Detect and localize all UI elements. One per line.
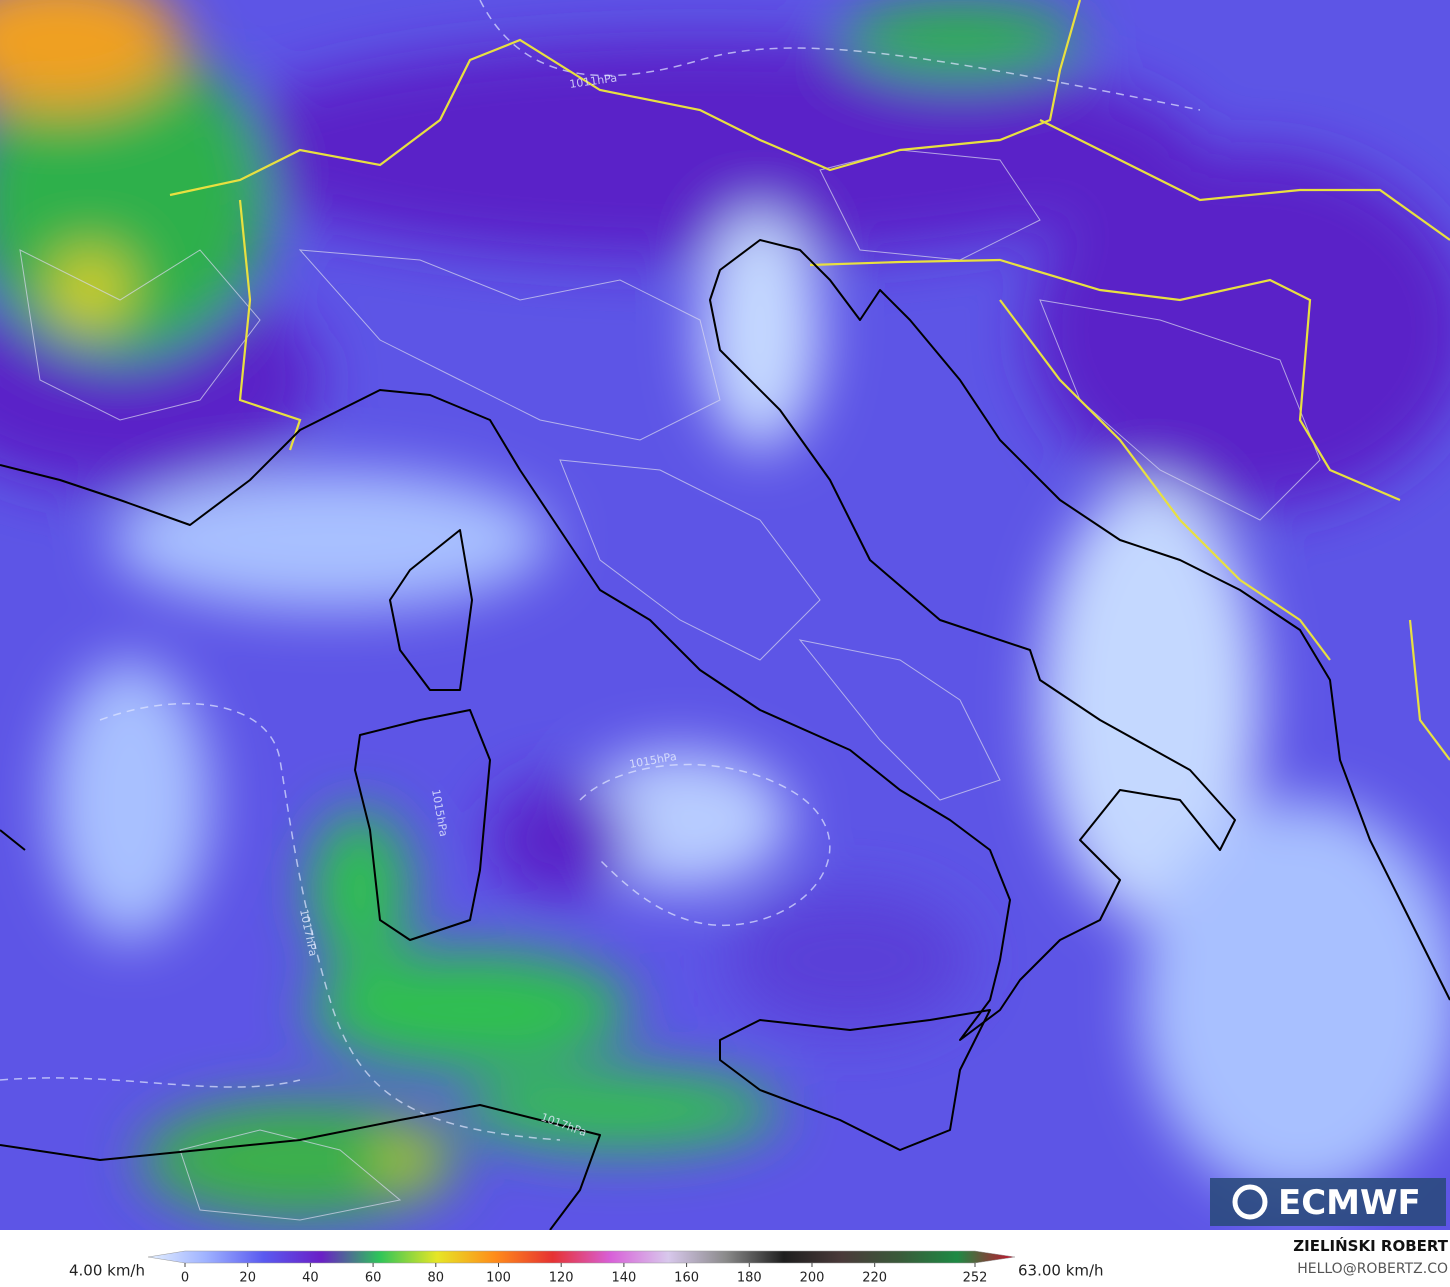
colorbar-tick-label: 180 xyxy=(737,1271,762,1286)
isobar xyxy=(0,1077,301,1088)
national-borders xyxy=(169,0,1450,761)
border xyxy=(238,199,302,451)
region-border xyxy=(798,639,1001,801)
coastline xyxy=(354,709,491,941)
coastline xyxy=(719,1009,991,1151)
colorbar xyxy=(147,1250,1016,1264)
colorbar-tick-label: 120 xyxy=(549,1271,574,1286)
legend-min: 4.00 km/h xyxy=(69,1262,145,1280)
logo: ECMWF xyxy=(1210,1178,1446,1226)
logo-text: ECMWF xyxy=(1278,1183,1421,1223)
coastline xyxy=(0,239,1450,1041)
border xyxy=(1039,119,1450,241)
colorbar-tick-label: 252 xyxy=(963,1271,988,1286)
coastlines xyxy=(0,239,1450,1230)
coastline xyxy=(0,1104,601,1230)
isobars xyxy=(0,0,1201,1141)
colorbar-tick-label: 80 xyxy=(428,1271,445,1286)
colorbar-tick-label: 20 xyxy=(239,1271,256,1286)
region-border xyxy=(19,249,261,421)
region-border xyxy=(1039,299,1321,521)
legend-max: 63.00 km/h xyxy=(1018,1262,1104,1280)
colorbar-tick-label: 160 xyxy=(674,1271,699,1286)
colorbar-tick-label: 220 xyxy=(862,1271,887,1286)
region-border xyxy=(559,459,821,661)
colorbar-tick-label: 0 xyxy=(181,1271,189,1286)
logo-icon xyxy=(1232,1184,1268,1220)
border xyxy=(1408,619,1450,761)
region-border xyxy=(298,249,721,441)
colorbar-tick-label: 200 xyxy=(800,1271,825,1286)
coastline xyxy=(389,529,473,691)
wind-field xyxy=(0,0,1450,1220)
isobar xyxy=(479,0,1201,111)
colorbar-tick-label: 140 xyxy=(611,1271,636,1286)
email: HELLO@ROBERTZ.CO xyxy=(1297,1261,1448,1277)
author: ZIELIŃSKI ROBERT xyxy=(1293,1236,1448,1255)
border xyxy=(169,0,1082,197)
legend: 4.00 km/h 63.00 km/h 0 20 40 60 80 100 120 140 1… xyxy=(69,1250,1104,1286)
region-border xyxy=(179,1129,402,1221)
border xyxy=(809,258,1401,502)
colorbar-tick-label: 100 xyxy=(486,1271,511,1286)
colorbar-tick-label: 40 xyxy=(302,1271,319,1286)
border xyxy=(999,299,1331,661)
colorbar-tick-label: 60 xyxy=(365,1271,382,1286)
isobar xyxy=(579,763,831,926)
coastline xyxy=(0,829,26,851)
isobar xyxy=(99,702,561,1141)
region-borders xyxy=(19,149,1321,1221)
